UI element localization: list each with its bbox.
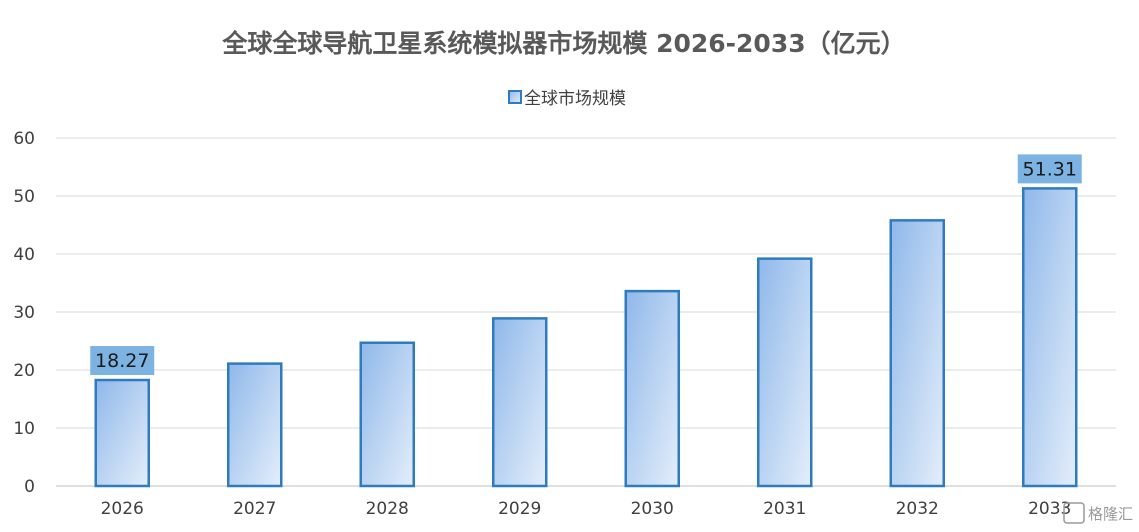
bars: [94, 187, 1078, 488]
y-tick-label: 0: [24, 477, 35, 497]
x-axis-ticks: 2026 2027 2028 2029 2030 2031 2032 2033: [101, 499, 1072, 519]
data-label-box: [90, 346, 155, 376]
data-label-text: 51.31: [1023, 158, 1077, 180]
bar-2032: [889, 219, 945, 488]
legend-swatch: [508, 90, 522, 104]
y-tick-label: 20: [13, 361, 35, 381]
watermark-logo-icon: [1063, 502, 1085, 524]
data-label-box: [1017, 154, 1082, 184]
data-label-text: 18.27: [95, 350, 149, 372]
bar-2027: [227, 362, 283, 488]
bar-2031: [757, 257, 813, 488]
bar-2030: [624, 289, 680, 488]
x-tick-label: 2033: [1028, 499, 1071, 519]
data-labels: 18.27 51.31: [90, 154, 1082, 376]
x-tick-label: 2026: [101, 499, 144, 519]
x-tick-label: 2029: [498, 499, 541, 519]
data-label-2026: 18.27: [90, 346, 155, 376]
y-tick-label: 60: [13, 129, 35, 149]
x-tick-label: 2030: [631, 499, 674, 519]
gridlines: [56, 137, 1116, 487]
bar-2026: [94, 378, 150, 488]
y-tick-label: 50: [13, 187, 35, 207]
legend-label: 全球市场规模: [524, 89, 626, 109]
y-tick-label: 30: [13, 303, 35, 323]
bar-2028: [359, 341, 415, 488]
x-tick-label: 2027: [233, 499, 276, 519]
chart-title: 全球全球导航卫星系统模拟器市场规模 2026-2033（亿元）: [221, 29, 905, 58]
y-tick-label: 40: [13, 245, 35, 265]
x-tick-label: 2032: [896, 499, 939, 519]
bar-2029: [492, 317, 548, 488]
x-tick-label: 2028: [366, 499, 409, 519]
legend: 全球市场规模: [508, 89, 626, 109]
watermark-text: 格隆汇: [1088, 505, 1133, 523]
y-axis-ticks: 0 10 20 30 40 50 60: [13, 129, 35, 497]
data-label-2033: 51.31: [1017, 154, 1082, 184]
x-tick-label: 2031: [763, 499, 806, 519]
y-tick-label: 10: [13, 419, 35, 439]
bar-2033: [1022, 187, 1078, 488]
watermark: 格隆汇: [1063, 502, 1133, 524]
